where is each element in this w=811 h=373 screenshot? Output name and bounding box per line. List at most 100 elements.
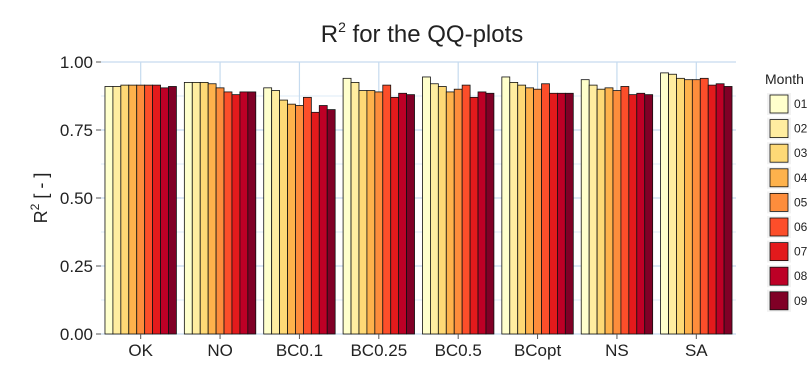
bar-NS-01 — [580, 79, 590, 335]
bar-BC0.5-04 — [445, 91, 455, 335]
bars — [104, 72, 733, 335]
bar-BC0.1-02 — [271, 90, 281, 335]
bar-BC0.1-05 — [295, 105, 304, 335]
bar-SA-08 — [715, 83, 725, 335]
bar-SA-02 — [668, 73, 677, 335]
bar-BC0.5-03 — [437, 86, 447, 335]
bar-SA-07 — [707, 84, 717, 335]
y-axis-label: R2 [ - ] — [28, 173, 51, 224]
bar-BC0.25-01 — [342, 77, 352, 335]
bar-NS-06 — [620, 86, 630, 335]
y-tick-label: 1.00 — [60, 53, 93, 72]
x-tick-label: OK — [128, 341, 153, 360]
bar-BCopt-01 — [501, 76, 511, 335]
bar-BCopt-05 — [533, 88, 542, 335]
bar-NO-02 — [191, 82, 201, 335]
bar-NS-09 — [644, 94, 654, 335]
bar-SA-05 — [691, 79, 701, 335]
bar-SA-01 — [660, 72, 669, 335]
bar-NS-03 — [596, 88, 606, 335]
bar-NS-02 — [588, 84, 598, 335]
legend-title: Month — [765, 71, 804, 87]
y-tick-label: 0.75 — [60, 121, 93, 140]
bar-BC0.5-05 — [453, 88, 463, 335]
y-tick-label: 0.50 — [60, 189, 93, 208]
bar-BC0.1-08 — [318, 105, 328, 335]
bar-NS-04 — [604, 87, 614, 335]
x-tick-label: SA — [685, 341, 708, 360]
legend-swatch-04 — [769, 168, 789, 188]
x-tick-label: BC0.1 — [276, 341, 323, 360]
bar-NS-08 — [636, 92, 646, 335]
bar-NO-04 — [207, 83, 217, 335]
legend-swatch-09 — [769, 291, 789, 311]
bar-BC0.25-04 — [366, 90, 376, 335]
bar-OK-09 — [168, 86, 177, 335]
legend: Month 01 02 03 04 05 06 07 08 09 — [765, 71, 808, 312]
bar-OK-02 — [112, 86, 122, 335]
bar-BC0.25-02 — [350, 82, 360, 335]
bar-NO-05 — [215, 87, 225, 335]
bar-NO-06 — [223, 91, 233, 335]
bar-BC0.5-08 — [477, 91, 487, 335]
bar-SA-06 — [699, 77, 709, 335]
bar-BC0.5-01 — [422, 76, 431, 335]
bar-OK-04 — [128, 84, 138, 335]
legend-swatch-06 — [769, 217, 789, 237]
bar-BC0.25-05 — [374, 91, 384, 335]
x-tick-label: NS — [605, 341, 629, 360]
legend-swatch-01 — [769, 94, 789, 114]
legend-label-01: 01 — [794, 97, 808, 111]
y-tick-label: 0.25 — [60, 257, 93, 276]
legend-swatch-02 — [769, 119, 789, 138]
bar-BCopt-09 — [564, 92, 574, 335]
x-axis: OK NO BC0.1 BC0.25 BC0.5 BCopt NS SA — [128, 334, 708, 360]
bar-NO-03 — [199, 82, 209, 335]
legend-swatch-05 — [769, 192, 789, 212]
legend-label-05: 05 — [794, 195, 808, 209]
bar-BC0.1-06 — [303, 96, 312, 335]
bar-BC0.1-01 — [263, 87, 273, 335]
bar-SA-03 — [676, 77, 685, 335]
legend-label-02: 02 — [794, 122, 808, 136]
bar-BC0.1-09 — [326, 109, 336, 335]
bar-OK-07 — [152, 84, 161, 335]
legend-label-07: 07 — [794, 245, 808, 259]
legend-swatch-08 — [769, 266, 789, 286]
bar-NO-07 — [231, 94, 241, 335]
bar-NS-07 — [628, 94, 638, 335]
legend-label-03: 03 — [794, 146, 808, 160]
bar-OK-03 — [120, 84, 130, 335]
bar-OK-08 — [160, 87, 169, 335]
legend-swatch-03 — [769, 143, 789, 163]
x-tick-label: BCopt — [514, 341, 562, 360]
x-tick-label: BC0.5 — [435, 341, 482, 360]
bar-BCopt-04 — [525, 87, 534, 335]
bar-NS-05 — [612, 90, 622, 335]
y-axis: 0.00 0.25 0.50 0.75 1.00 — [60, 53, 101, 344]
bar-OK-06 — [144, 84, 154, 335]
y-tick-label: 0.00 — [60, 325, 93, 344]
bar-BCopt-02 — [509, 82, 519, 335]
bar-BC0.25-07 — [390, 96, 400, 335]
bar-OK-01 — [104, 86, 114, 335]
bar-SA-09 — [723, 86, 733, 335]
bar-BCopt-06 — [541, 83, 550, 335]
bar-BC0.25-06 — [382, 84, 392, 335]
bar-NO-01 — [183, 82, 193, 335]
bar-BC0.5-09 — [485, 92, 495, 335]
bar-BC0.5-07 — [469, 96, 479, 335]
bar-BC0.1-07 — [310, 111, 320, 335]
legend-label-04: 04 — [794, 171, 808, 185]
legend-label-06: 06 — [794, 220, 808, 234]
legend-label-09: 09 — [794, 294, 808, 308]
x-tick-label: BC0.25 — [350, 341, 407, 360]
bar-BC0.25-09 — [406, 94, 415, 335]
bar-BC0.5-02 — [430, 83, 439, 335]
bar-NO-09 — [247, 91, 257, 335]
x-tick-label: NO — [207, 341, 233, 360]
legend-label-08: 08 — [794, 269, 808, 283]
bar-NO-08 — [239, 91, 249, 335]
bar-BC0.5-06 — [461, 84, 471, 335]
